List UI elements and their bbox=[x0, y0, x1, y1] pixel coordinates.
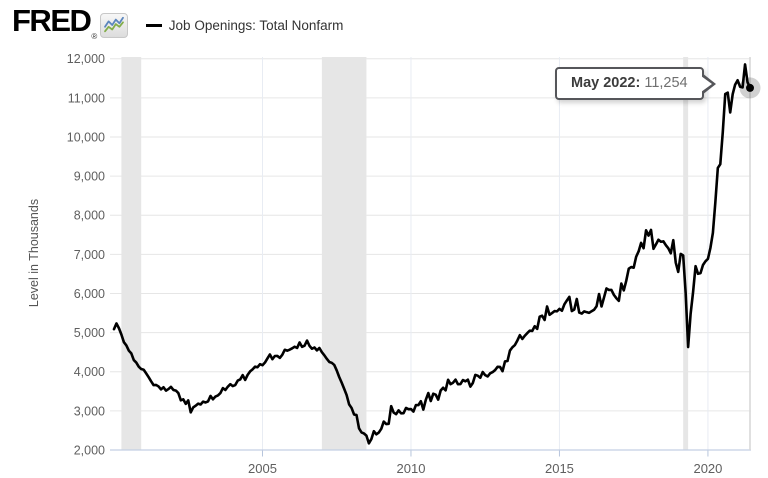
recession-band bbox=[683, 57, 689, 450]
hover-tooltip: May 2022: 11,254 bbox=[555, 67, 716, 100]
fred-chart-icon bbox=[99, 12, 128, 38]
y-tick-label: 2,000 bbox=[74, 444, 105, 458]
y-tick-label: 7,000 bbox=[74, 248, 105, 262]
x-tick-label: 2005 bbox=[248, 461, 277, 476]
fred-logo[interactable]: FRED® bbox=[12, 3, 97, 47]
tooltip-value: 11,254 bbox=[644, 75, 688, 91]
data-point-marker[interactable] bbox=[746, 83, 754, 92]
recession-band bbox=[321, 57, 367, 450]
y-tick-label: 8,000 bbox=[74, 209, 105, 223]
y-tick-label: 4,000 bbox=[74, 365, 105, 379]
y-tick-label: 12,000 bbox=[67, 52, 105, 66]
registered-trademark: ® bbox=[91, 32, 97, 41]
y-tick-label: 3,000 bbox=[74, 404, 105, 418]
y-tick-label: 9,000 bbox=[74, 170, 105, 184]
y-tick-label: 6,000 bbox=[74, 287, 105, 301]
y-tick-label: 10,000 bbox=[67, 130, 105, 144]
header: FRED® Job Openings: Total Nonfarm bbox=[12, 3, 344, 43]
legend-line-swatch bbox=[145, 23, 162, 27]
tooltip-pointer-fill bbox=[700, 75, 712, 92]
series-legend[interactable]: Job Openings: Total Nonfarm bbox=[145, 17, 344, 33]
fred-chart-icon-graphic bbox=[103, 16, 124, 33]
data-line[interactable] bbox=[112, 63, 752, 445]
legend-label: Job Openings: Total Nonfarm bbox=[168, 17, 344, 33]
fred-logo-text: FRED bbox=[12, 3, 92, 38]
x-tick-label: 2010 bbox=[397, 461, 426, 476]
y-tick-label: 11,000 bbox=[68, 91, 105, 105]
recession-band bbox=[121, 57, 142, 450]
x-tick-label: 2015 bbox=[545, 461, 574, 476]
y-tick-label: 5,000 bbox=[74, 326, 105, 340]
x-tick-label: 2020 bbox=[693, 461, 722, 476]
tooltip-date: May 2022: bbox=[571, 75, 641, 91]
